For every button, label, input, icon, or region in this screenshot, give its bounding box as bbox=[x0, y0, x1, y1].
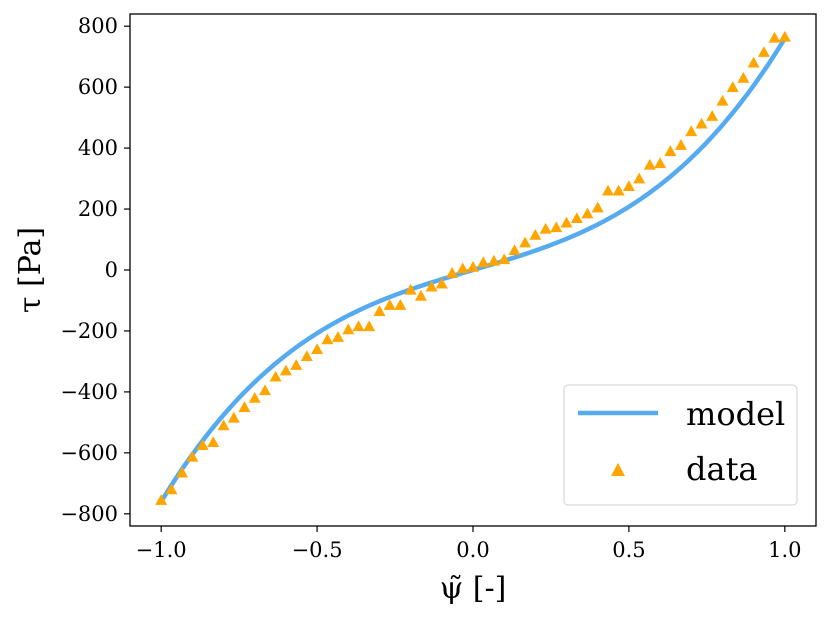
data-point bbox=[643, 158, 656, 170]
data-point bbox=[519, 236, 532, 248]
data-point bbox=[757, 46, 770, 57]
data-point bbox=[706, 110, 719, 121]
data-point bbox=[259, 384, 272, 396]
data-point bbox=[695, 117, 708, 129]
data-point bbox=[737, 72, 750, 83]
data-point bbox=[591, 201, 604, 213]
x-tick-label: 0.5 bbox=[612, 538, 645, 562]
data-point bbox=[487, 254, 500, 266]
data-point bbox=[716, 94, 729, 106]
legend: model data bbox=[563, 384, 798, 506]
data-point bbox=[685, 125, 698, 137]
y-tick-label: 600 bbox=[78, 75, 118, 99]
x-tick-label: −1.0 bbox=[136, 538, 187, 562]
data-point bbox=[352, 320, 365, 332]
x-tick-label: 1.0 bbox=[768, 538, 801, 562]
data-point bbox=[176, 466, 189, 478]
data-point bbox=[248, 392, 261, 403]
data-point bbox=[425, 280, 438, 292]
y-tick-label: −400 bbox=[60, 380, 118, 404]
legend-label-model: model bbox=[686, 395, 785, 433]
data-point bbox=[726, 81, 739, 92]
data-point bbox=[654, 157, 667, 169]
y-tick-label: −200 bbox=[60, 319, 118, 343]
x-tick-label: 0.0 bbox=[456, 538, 489, 562]
data-point bbox=[300, 350, 313, 362]
data-point bbox=[581, 207, 594, 219]
data-point bbox=[529, 228, 542, 240]
data-point bbox=[155, 494, 168, 505]
data-point bbox=[342, 323, 355, 335]
data-point bbox=[394, 299, 407, 310]
data-point bbox=[238, 401, 251, 412]
data-point bbox=[373, 305, 386, 316]
data-point bbox=[207, 436, 220, 447]
x-axis-label: ψ̃ [-] bbox=[440, 571, 507, 606]
y-tick-label: 800 bbox=[78, 14, 118, 38]
data-point bbox=[331, 331, 344, 342]
data-point bbox=[560, 216, 573, 228]
data-point bbox=[186, 450, 199, 462]
data-point bbox=[363, 320, 376, 332]
data-point bbox=[477, 256, 490, 268]
data-point bbox=[664, 145, 677, 156]
data-point bbox=[747, 56, 760, 68]
ticks-layer: −1.0 −0.5 0.0 0.5 1.0 −800 −600 −400 −200 0 200 400… bbox=[60, 14, 801, 562]
data-point bbox=[633, 172, 646, 184]
data-point bbox=[778, 30, 791, 42]
data-point bbox=[674, 139, 687, 150]
data-point bbox=[269, 370, 282, 382]
data-point bbox=[508, 244, 521, 255]
data-point bbox=[279, 364, 292, 376]
data-point bbox=[446, 267, 459, 278]
data-point bbox=[498, 253, 511, 265]
data-point bbox=[383, 299, 396, 310]
y-tick-label: 200 bbox=[78, 197, 118, 221]
data-point bbox=[404, 283, 417, 295]
legend-label-data: data bbox=[686, 450, 758, 488]
y-tick-label: −600 bbox=[60, 441, 118, 465]
data-point bbox=[165, 483, 178, 495]
data-point bbox=[602, 184, 615, 196]
y-axis-label: τ [Pa] bbox=[13, 227, 48, 313]
plot-layer bbox=[155, 30, 791, 505]
data-point bbox=[550, 221, 563, 233]
x-tick-label: −0.5 bbox=[292, 538, 343, 562]
y-tick-label: 0 bbox=[105, 258, 118, 282]
legend-triangle-swatch bbox=[611, 463, 625, 476]
data-point bbox=[768, 31, 781, 43]
data-point bbox=[435, 277, 448, 289]
data-point bbox=[217, 419, 230, 431]
y-tick-label: −800 bbox=[60, 502, 118, 526]
data-point bbox=[612, 184, 625, 196]
data-point bbox=[311, 343, 324, 355]
data-point bbox=[414, 289, 427, 301]
data-point bbox=[290, 359, 303, 370]
data-point bbox=[467, 260, 479, 272]
data-point bbox=[570, 212, 583, 223]
data-point bbox=[622, 180, 635, 191]
data-point bbox=[456, 262, 469, 274]
data-point bbox=[227, 411, 240, 423]
data-point bbox=[539, 222, 552, 234]
data-point bbox=[321, 333, 334, 345]
data-point bbox=[196, 439, 209, 451]
y-tick-label: 400 bbox=[78, 136, 118, 160]
